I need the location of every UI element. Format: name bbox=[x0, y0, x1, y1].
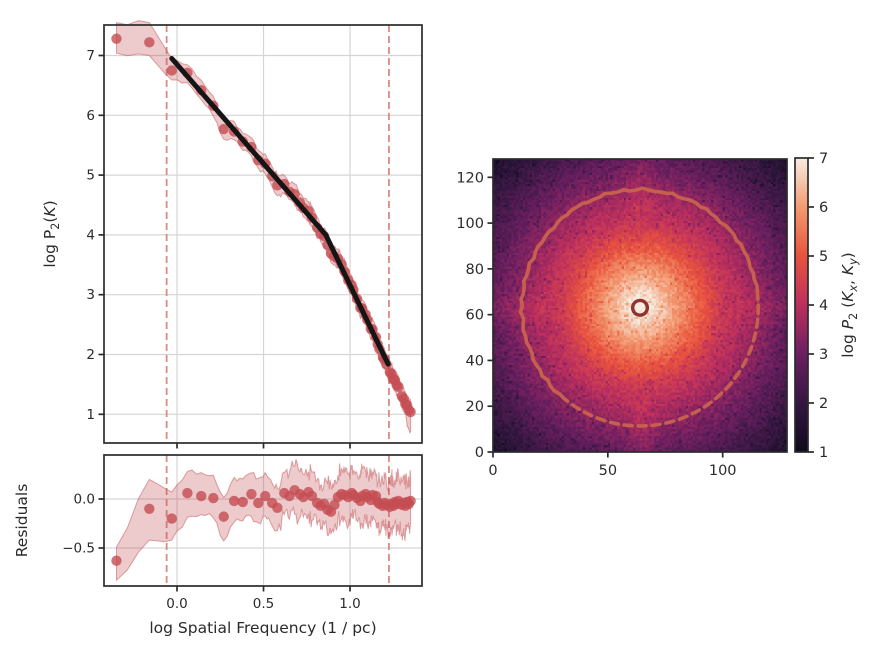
tick-label: 0 bbox=[475, 445, 484, 461]
residual-point bbox=[111, 555, 122, 566]
spectrum-point bbox=[166, 65, 178, 76]
tick-label: 3 bbox=[86, 287, 95, 303]
tick-label: −0.5 bbox=[62, 540, 95, 556]
tick-label: 2 bbox=[86, 347, 95, 363]
tick-label: 6 bbox=[819, 200, 828, 216]
residual-point bbox=[144, 503, 155, 514]
label-part: , bbox=[839, 275, 857, 285]
tick-label: 4 bbox=[819, 298, 828, 314]
tick-label: 3 bbox=[819, 347, 828, 363]
residual-point bbox=[246, 488, 257, 500]
label-part: Residuals bbox=[13, 484, 31, 558]
spectrum-point bbox=[111, 33, 122, 44]
fit-limit-circle-outer-solid bbox=[518, 186, 760, 401]
tick-label: 0.0 bbox=[166, 596, 187, 612]
tick-label: 80 bbox=[466, 262, 484, 278]
residual-point bbox=[329, 499, 340, 511]
residual-point bbox=[260, 490, 271, 502]
residual-point bbox=[166, 513, 178, 524]
tick-label: 6 bbox=[86, 108, 95, 124]
label-part: ) bbox=[839, 252, 857, 258]
residual-point bbox=[218, 511, 229, 522]
label-part: log bbox=[839, 329, 857, 358]
colorbar bbox=[795, 158, 808, 452]
spectrum-point bbox=[393, 381, 404, 392]
tick-label: 40 bbox=[466, 353, 484, 369]
label-part: log P bbox=[41, 230, 59, 268]
tick-label: 60 bbox=[466, 308, 484, 324]
tick-label: 7 bbox=[819, 151, 828, 167]
spectrum-point bbox=[405, 406, 416, 418]
label-part: x bbox=[847, 285, 860, 293]
label-part: 2 bbox=[49, 223, 62, 230]
label-part: 2 bbox=[847, 313, 860, 320]
label-part: K bbox=[41, 205, 59, 217]
x-axis-label: log Spatial Frequency (1 / pc) bbox=[149, 619, 376, 637]
tick-label: 4 bbox=[86, 227, 95, 243]
tick-label: 0.5 bbox=[253, 596, 274, 612]
2d-power-spectrum-image bbox=[493, 159, 787, 452]
label-part: ( bbox=[41, 217, 59, 223]
tick-label: 7 bbox=[86, 48, 95, 64]
tick-label: 100 bbox=[456, 216, 484, 232]
axes-frame bbox=[492, 158, 788, 453]
tick-label: 100 bbox=[709, 463, 737, 479]
label-part: ) bbox=[41, 200, 59, 206]
residual-point bbox=[196, 490, 207, 502]
tick-label: 5 bbox=[819, 249, 828, 265]
residual-point bbox=[405, 495, 416, 507]
label-part: ( bbox=[839, 302, 857, 313]
residual-point bbox=[208, 492, 219, 504]
fit-limit-circle-inner bbox=[630, 298, 650, 317]
label-part: K bbox=[839, 290, 857, 302]
tick-label: 0.0 bbox=[74, 491, 95, 507]
residual-point bbox=[253, 497, 264, 509]
label-part: K bbox=[839, 263, 857, 275]
tick-label: 2 bbox=[819, 396, 828, 412]
colorbar-outline bbox=[794, 157, 809, 453]
residuals-axis-label: Residuals bbox=[13, 484, 31, 558]
colorbar-label: log P2 (Kx, Ky) bbox=[839, 252, 860, 358]
tick-label: 50 bbox=[599, 463, 617, 479]
spectrum-point bbox=[144, 37, 155, 48]
residual-point bbox=[182, 487, 193, 499]
fit-line bbox=[169, 56, 391, 367]
residual-point bbox=[228, 495, 240, 507]
tick-label: 20 bbox=[466, 399, 484, 415]
tick-label: 120 bbox=[456, 170, 484, 186]
label-part: log Spatial Frequency (1 / pc) bbox=[149, 619, 376, 637]
fit-limit-circle-outer-dashed bbox=[562, 289, 761, 428]
residual-point bbox=[237, 496, 248, 508]
tick-label: 1.0 bbox=[339, 596, 360, 612]
tick-label: 1 bbox=[86, 407, 95, 423]
residual-point bbox=[272, 502, 283, 514]
tick-label: 1 bbox=[819, 445, 828, 461]
y-axis-label: log P2(K) bbox=[41, 200, 62, 267]
label-part: y bbox=[847, 258, 860, 266]
tick-label: 0 bbox=[488, 463, 497, 479]
label-part: P bbox=[839, 319, 857, 329]
spectrum-point bbox=[218, 123, 229, 135]
tick-label: 5 bbox=[86, 168, 95, 184]
